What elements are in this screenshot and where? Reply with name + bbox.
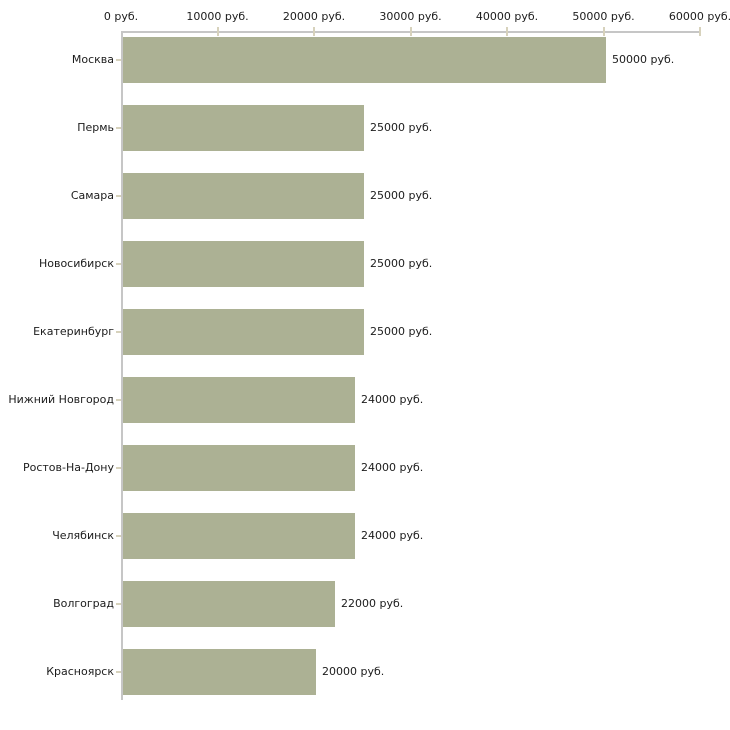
x-axis-tick-label: 60000 руб. xyxy=(668,10,730,23)
bar-10 xyxy=(123,649,316,695)
x-axis-tick-mark xyxy=(409,27,412,36)
category-label: Москва xyxy=(71,53,114,66)
y-axis-tick-mark xyxy=(116,399,121,401)
category-label: Красноярск xyxy=(46,665,114,678)
y-axis-tick-mark xyxy=(116,467,121,469)
x-axis-tick-mark xyxy=(313,27,315,36)
value-label: 25000 руб. xyxy=(370,189,433,202)
value-label: 25000 руб. xyxy=(370,121,433,134)
x-axis-tick-mark xyxy=(602,27,605,36)
y-axis-tick-mark xyxy=(116,263,121,265)
value-label: 20000 руб. xyxy=(322,665,385,678)
bar-2 xyxy=(123,105,364,151)
y-axis-tick-mark xyxy=(116,603,121,605)
value-label: 24000 руб. xyxy=(361,393,424,406)
bar-6 xyxy=(123,377,355,423)
x-axis-tick-label: 50000 руб. xyxy=(572,10,635,23)
x-axis-tick-mark xyxy=(216,27,219,36)
bar-3 xyxy=(123,173,364,219)
x-axis-tick-mark xyxy=(699,27,701,36)
value-label: 25000 руб. xyxy=(370,325,433,338)
value-label: 25000 руб. xyxy=(370,257,433,270)
bar-9 xyxy=(123,581,335,627)
category-label: Волгоград xyxy=(53,597,114,610)
bar-5 xyxy=(123,309,364,355)
y-axis-tick-mark xyxy=(116,671,121,673)
y-axis-tick-mark xyxy=(116,127,121,129)
value-label: 24000 руб. xyxy=(361,461,424,474)
x-axis-tick-label: 20000 руб. xyxy=(282,10,346,23)
category-label: Нижний Новгород xyxy=(8,393,114,406)
category-label: Ростов-На-Дону xyxy=(22,461,114,474)
value-label: 24000 руб. xyxy=(361,529,424,542)
category-label: Екатеринбург xyxy=(33,325,114,338)
x-axis-tick-label: 0 руб. xyxy=(103,10,139,23)
value-label: 50000 руб. xyxy=(612,53,675,66)
bar-8 xyxy=(123,513,355,559)
category-label: Пермь xyxy=(77,121,114,134)
bar-1 xyxy=(123,37,606,83)
y-axis-tick-mark xyxy=(116,331,121,333)
y-axis-tick-mark xyxy=(116,59,121,61)
x-axis-tick-label: 30000 руб. xyxy=(379,10,442,23)
y-axis-tick-mark xyxy=(116,535,121,537)
bar-7 xyxy=(123,445,355,491)
category-label: Новосибирск xyxy=(38,257,114,270)
category-label: Челябинск xyxy=(52,529,114,542)
bar-4 xyxy=(123,241,364,287)
value-label: 22000 руб. xyxy=(341,597,404,610)
y-axis-tick-mark xyxy=(116,195,121,197)
x-axis-tick-label: 10000 руб. xyxy=(186,10,249,23)
y-axis-line xyxy=(121,31,123,700)
x-axis-tick-mark xyxy=(506,27,508,36)
category-label: Самара xyxy=(70,189,114,202)
x-axis-tick-label: 40000 руб. xyxy=(475,10,539,23)
